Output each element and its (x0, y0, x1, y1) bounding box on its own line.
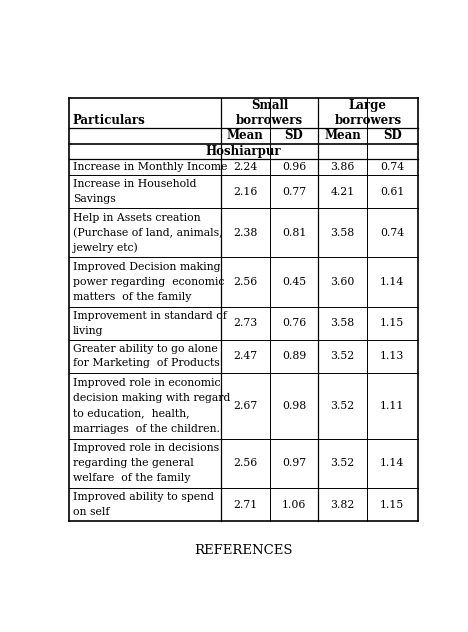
Text: Increase in Household: Increase in Household (73, 179, 197, 190)
Text: Help in Assets creation: Help in Assets creation (73, 213, 201, 222)
Text: 2.38: 2.38 (233, 228, 257, 238)
Text: Particulars: Particulars (72, 114, 145, 128)
Text: Mean: Mean (227, 130, 263, 142)
Text: SD: SD (383, 130, 402, 142)
Text: Improved role in economic: Improved role in economic (73, 378, 220, 388)
Text: 3.86: 3.86 (330, 162, 355, 172)
Text: 0.81: 0.81 (282, 228, 306, 238)
Text: 0.77: 0.77 (282, 186, 306, 197)
Text: 1.14: 1.14 (380, 458, 404, 468)
Text: 2.73: 2.73 (233, 319, 257, 329)
Text: (Purchase of land, animals,: (Purchase of land, animals, (73, 228, 223, 238)
Text: Small
borrowers: Small borrowers (236, 99, 303, 127)
Text: 1.11: 1.11 (380, 401, 404, 411)
Text: Hoshiarpur: Hoshiarpur (205, 145, 281, 158)
Text: 3.58: 3.58 (330, 319, 355, 329)
Text: Improved ability to spend: Improved ability to spend (73, 492, 214, 502)
Text: Improvement in standard of: Improvement in standard of (73, 311, 227, 321)
Text: marriages  of the children.: marriages of the children. (73, 423, 220, 434)
Text: 0.61: 0.61 (380, 186, 404, 197)
Text: 0.74: 0.74 (380, 228, 404, 238)
Text: 1.13: 1.13 (380, 351, 404, 362)
Text: Greater ability to go alone: Greater ability to go alone (73, 344, 218, 354)
Text: 3.60: 3.60 (330, 277, 355, 287)
Text: 2.67: 2.67 (233, 401, 257, 411)
Text: 0.98: 0.98 (282, 401, 306, 411)
Text: 2.47: 2.47 (233, 351, 257, 362)
Text: Large
borrowers: Large borrowers (335, 99, 402, 127)
Text: regarding the general: regarding the general (73, 458, 194, 468)
Text: 1.14: 1.14 (380, 277, 404, 287)
Text: 1.15: 1.15 (380, 319, 404, 329)
Text: 1.06: 1.06 (282, 500, 306, 509)
Text: 3.52: 3.52 (330, 401, 355, 411)
Text: on self: on self (73, 507, 110, 517)
Text: 0.76: 0.76 (282, 319, 306, 329)
Text: 0.74: 0.74 (380, 162, 404, 172)
Text: Improved Decision making: Improved Decision making (73, 262, 220, 272)
Text: 3.52: 3.52 (330, 351, 355, 362)
Text: 4.21: 4.21 (330, 186, 355, 197)
Text: Increase in Monthly Income: Increase in Monthly Income (73, 162, 227, 172)
Text: 3.52: 3.52 (330, 458, 355, 468)
Text: REFERENCES: REFERENCES (194, 544, 292, 557)
Text: to education,  health,: to education, health, (73, 408, 190, 418)
Text: 1.15: 1.15 (380, 500, 404, 509)
Text: 3.58: 3.58 (330, 228, 355, 238)
Text: jewelry etc): jewelry etc) (73, 243, 138, 253)
Text: 2.71: 2.71 (233, 500, 257, 509)
Text: Mean: Mean (324, 130, 361, 142)
Text: living: living (73, 325, 103, 336)
Text: 3.82: 3.82 (330, 500, 355, 509)
Text: Improved role in decisions: Improved role in decisions (73, 444, 219, 453)
Text: 0.89: 0.89 (282, 351, 306, 362)
Text: 0.97: 0.97 (282, 458, 306, 468)
Text: 2.56: 2.56 (233, 277, 257, 287)
Text: Savings: Savings (73, 193, 116, 204)
Text: matters  of the family: matters of the family (73, 292, 191, 302)
Text: for Marketing  of Products: for Marketing of Products (73, 358, 220, 368)
Text: 0.96: 0.96 (282, 162, 306, 172)
Text: power regarding  economic: power regarding economic (73, 277, 224, 287)
Text: 2.24: 2.24 (233, 162, 257, 172)
Text: 2.56: 2.56 (233, 458, 257, 468)
Text: decision making with regard: decision making with regard (73, 393, 230, 403)
Text: 2.16: 2.16 (233, 186, 257, 197)
Text: 0.45: 0.45 (282, 277, 306, 287)
Text: welfare  of the family: welfare of the family (73, 473, 190, 483)
Text: SD: SD (285, 130, 303, 142)
